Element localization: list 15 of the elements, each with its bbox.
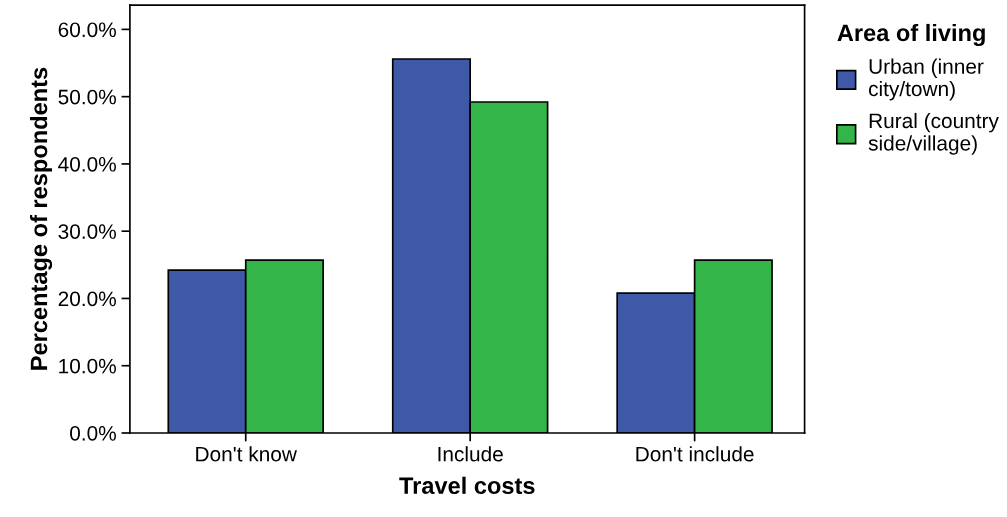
y-tick-label: 0.0% [70, 425, 116, 441]
legend-title: Area of living [837, 23, 985, 47]
legend-label: Urban (inner city/town) [868, 58, 984, 101]
x-tick-label: Don't include [636, 446, 754, 462]
x-tick-label: Don't know [196, 446, 297, 462]
y-tick-label: 20.0% [58, 291, 116, 307]
y-tick-label: 30.0% [58, 224, 116, 239]
y-tick-label: 10.0% [59, 358, 116, 374]
y-axis-title: Percentage of respondents [29, 67, 53, 370]
y-tick-label: 60.0% [58, 22, 116, 38]
y-tick-label: 50.0% [58, 89, 116, 105]
x-tick-label: Include [438, 446, 503, 462]
y-tick-label: 40.0% [58, 156, 116, 172]
legend-label: Rural (country side/village) [868, 112, 999, 155]
x-axis-title: Travel costs [399, 476, 535, 495]
